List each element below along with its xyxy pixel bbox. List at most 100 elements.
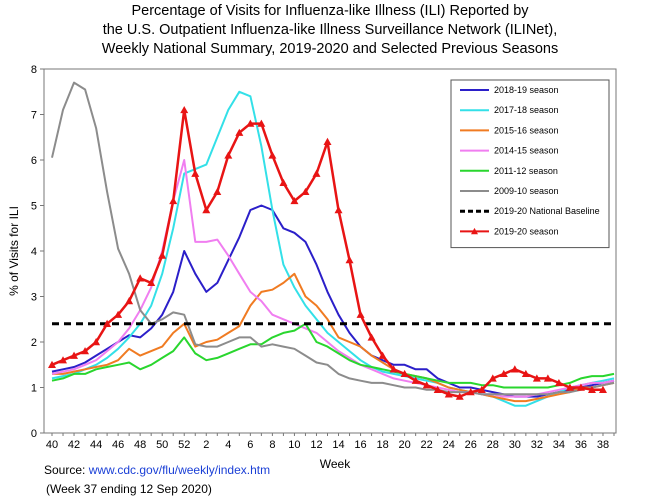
x-tick-label: 36 — [575, 439, 587, 451]
chart-title-line: Percentage of Visits for Influenza-like … — [131, 3, 529, 19]
y-tick-label: 2 — [31, 337, 37, 349]
series-marker-2019-20-season — [389, 365, 398, 373]
series-marker-2019-20-season — [466, 388, 475, 396]
series-marker-2019-20-season — [59, 356, 68, 364]
y-tick-label: 7 — [31, 110, 37, 122]
series-marker-2019-20-season — [301, 187, 310, 196]
x-tick-label: 26 — [465, 439, 477, 451]
x-tick-label: 28 — [487, 439, 499, 451]
series-marker-2019-20-season — [598, 385, 607, 393]
series-marker-2019-20-season — [48, 360, 56, 368]
series-marker-2019-20-season — [114, 310, 123, 318]
legend-box — [450, 79, 610, 249]
series-marker-2019-20-season — [125, 297, 134, 305]
legend-marker — [471, 227, 478, 235]
x-tick-label: 46 — [112, 439, 124, 451]
series-marker-2019-20-season — [81, 347, 90, 355]
series-marker-2019-20-season — [565, 383, 574, 391]
x-tick-label: 30 — [509, 439, 521, 451]
x-tick-label: 40 — [46, 439, 58, 451]
series-marker-2019-20-season — [433, 385, 442, 393]
legend-label: 2019-20 National Baseline — [494, 206, 600, 216]
series-marker-2019-20-season — [576, 383, 585, 391]
series-marker-2019-20-season — [367, 333, 376, 341]
series-marker-2019-20-season — [488, 374, 497, 382]
x-tick-label: 4 — [225, 439, 231, 451]
series-marker-2019-20-season — [444, 390, 453, 398]
y-tick-label: 1 — [31, 383, 37, 395]
series-marker-2019-20-season — [202, 206, 211, 214]
y-axis-label: % of Visits for ILI — [7, 206, 21, 296]
y-axis: 0 1 2 3 4 5 6 7 8 — [31, 64, 44, 440]
source-link[interactable]: www.cdc.gov/flu/weekly/index.htm — [88, 463, 271, 477]
x-tick-label: 44 — [90, 439, 102, 451]
series-marker-2019-20-season — [290, 196, 299, 205]
series-marker-2019-20-season — [180, 105, 189, 114]
series-marker-2019-20-season — [587, 385, 596, 393]
series-marker-2019-20-season — [422, 381, 431, 389]
y-tick-label: 4 — [31, 246, 37, 258]
series-marker-2019-20-season — [147, 278, 156, 287]
series-lines — [48, 81, 615, 407]
x-tick-label: 16 — [354, 439, 366, 451]
series-marker-2019-20-season — [323, 137, 332, 145]
series-marker-2019-20-season — [169, 196, 178, 205]
legend-label: 2018-19 season — [494, 85, 559, 95]
x-tick-label: 32 — [531, 439, 543, 451]
legend-label: 2015-16 season — [494, 125, 559, 135]
x-tick-label: 14 — [332, 439, 344, 451]
series-marker-2019-20-season — [345, 256, 354, 264]
series-marker-2019-20-season — [224, 151, 233, 159]
series-line-2011-12-season — [51, 322, 615, 389]
series-marker-2019-20-season — [532, 374, 541, 382]
y-tick-label: 6 — [31, 155, 37, 167]
series-marker-2019-20-season — [136, 274, 145, 282]
series-marker-2019-20-season — [334, 206, 343, 214]
series-line-2015-16-season — [52, 272, 615, 403]
y-tick-label: 0 — [31, 428, 37, 440]
x-tick-label: 52 — [178, 439, 190, 451]
series-marker-2019-20-season — [521, 369, 530, 378]
series-marker-2019-20-season — [400, 369, 409, 378]
x-axis: 40 42 44 46 48 50 52 2 4 6 8 10 12 14 16 18 20 22 24 26 28 30… — [46, 433, 615, 451]
x-tick-label: 34 — [553, 439, 565, 451]
x-tick-label: 38 — [597, 439, 609, 451]
legend-label: 2009-10 season — [494, 186, 559, 196]
legend-label: 2017-18 season — [494, 105, 559, 115]
series-marker-2019-20-season — [213, 187, 222, 196]
series-marker-2019-20-season — [554, 378, 563, 387]
series-marker-2019-20-season — [158, 251, 167, 259]
x-tick-label: 20 — [399, 439, 411, 451]
week-note: (Week 37 ending 12 Sep 2020) — [46, 482, 212, 496]
series-marker-2019-20-season — [246, 119, 255, 127]
source-line: Source: www.cdc.gov/flu/weekly/index.htm — [44, 463, 270, 477]
x-tick-label: 22 — [421, 439, 433, 451]
x-tick-label: 48 — [134, 439, 146, 451]
x-tick-label: 50 — [156, 439, 168, 451]
series-marker-2019-20-season — [510, 365, 519, 373]
x-tick-label: 8 — [269, 439, 275, 451]
series-marker-2019-20-season — [92, 338, 101, 346]
x-axis-label: Week — [320, 457, 351, 471]
legend: 2018-19 season 2017-18 season 2015-16 seas… — [450, 79, 610, 249]
x-tick-label: 6 — [247, 439, 253, 451]
series-marker-2019-20-season — [356, 310, 365, 318]
series-marker-2019-20-season — [477, 385, 486, 393]
source-label: Source: — [44, 463, 86, 477]
x-tick-label: 10 — [288, 439, 300, 451]
series-line-2009-10-season — [51, 81, 615, 396]
legend-label: 2014-15 season — [494, 146, 559, 156]
legend-label: 2019-20 season — [494, 226, 559, 236]
y-tick-label: 8 — [31, 64, 37, 76]
x-tick-label: 2 — [203, 439, 209, 451]
chart-title-line: the U.S. Outpatient Influenza-like Illne… — [103, 22, 558, 38]
series-marker-2019-20-season — [191, 169, 200, 177]
series-marker-2019-20-season — [378, 351, 387, 359]
chart-title: Percentage of Visits for Influenza-like … — [102, 3, 558, 57]
series-marker-2019-20-season — [235, 128, 244, 136]
x-tick-label: 12 — [310, 439, 322, 451]
x-tick-label: 42 — [68, 439, 80, 451]
legend-label: 2011-12 season — [494, 166, 558, 176]
series-marker-2019-20-season — [499, 369, 508, 378]
